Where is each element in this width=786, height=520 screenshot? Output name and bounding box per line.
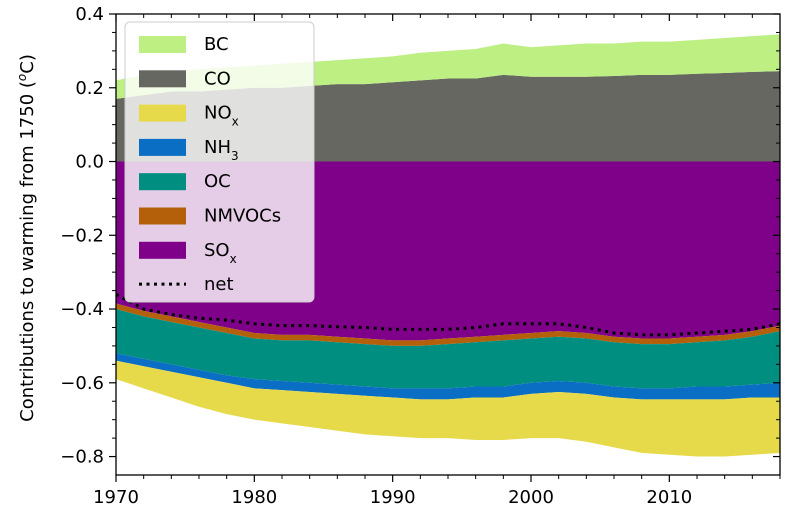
net-line [115, 292, 781, 337]
x-tick-label: 1980 [231, 487, 277, 508]
legend-label-text: BC [204, 34, 229, 55]
y-label-superscript: o [15, 74, 29, 81]
legend-item-net: net [139, 274, 234, 295]
y-tick-label: −0.4 [60, 299, 104, 320]
y-label-suffix: C) [17, 54, 38, 74]
x-tick-label: 1990 [370, 487, 416, 508]
legend-item-oc: OC [139, 171, 231, 192]
legend-swatch [139, 70, 186, 88]
legend-label-text: NH [204, 137, 231, 158]
y-tick-label: −0.6 [60, 373, 104, 394]
legend-item-nmvocs: NMVOCs [139, 206, 281, 227]
legend-swatch [139, 138, 186, 156]
y-label-prefix: Contributions to warming from 1750 ( [17, 81, 38, 422]
legend-label: NMVOCs [204, 206, 281, 227]
legend-item-nox: NOx [139, 103, 239, 129]
legend-label-subscript: x [230, 252, 237, 266]
x-tick-label: 2010 [646, 487, 692, 508]
legend-label-subscript: x [232, 115, 239, 129]
legend-label: SOx [204, 240, 237, 266]
legend-label-text: CO [204, 68, 231, 89]
legend-label: BC [204, 34, 229, 55]
legend-label-text: SO [204, 240, 230, 261]
legend-item-bc: BC [139, 34, 229, 55]
area-nh3 [116, 353, 780, 400]
legend-item-sox: SOx [139, 240, 237, 266]
y-tick-label: 0.4 [75, 4, 104, 25]
legend-label-text: OC [204, 171, 231, 192]
legend-swatch [139, 173, 186, 191]
legend-label-text: NMVOCs [204, 206, 281, 227]
legend-swatch [139, 36, 186, 53]
axes: 1970 1980 1990 2000 2010 0.4 0.2 0.0 −0.2 −0.4 −0.… [60, 4, 781, 508]
y-tick-label: −0.2 [60, 225, 104, 246]
area-oc [116, 309, 780, 389]
legend-label: NOx [204, 103, 239, 129]
y-tick-label: −0.8 [60, 447, 104, 468]
legend-label-text: NO [204, 103, 232, 124]
legend-label: OC [204, 171, 231, 192]
legend-swatch [139, 241, 186, 259]
net-line-group [115, 292, 781, 337]
area-nmvocs [116, 303, 780, 346]
legend-label: net [204, 274, 234, 295]
legend-label-text: net [204, 274, 234, 295]
legend-label: NH3 [204, 137, 239, 163]
y-tick-label: 0.2 [75, 78, 104, 99]
legend-swatch [139, 207, 186, 225]
x-tick-label: 2000 [508, 487, 554, 508]
y-axis-label: Contributions to warming from 1750 (oC) [15, 54, 38, 422]
legend-swatch [139, 104, 186, 122]
legend-label: CO [204, 68, 231, 89]
legend-label-subscript: 3 [231, 149, 239, 163]
legend-box [124, 21, 315, 303]
x-tick-label: 1970 [93, 487, 139, 508]
legend-item-nh3: NH3 [139, 137, 239, 163]
area-nox [116, 360, 780, 457]
legend-item-co: CO [139, 68, 231, 89]
y-tick-label: 0.0 [75, 152, 104, 173]
